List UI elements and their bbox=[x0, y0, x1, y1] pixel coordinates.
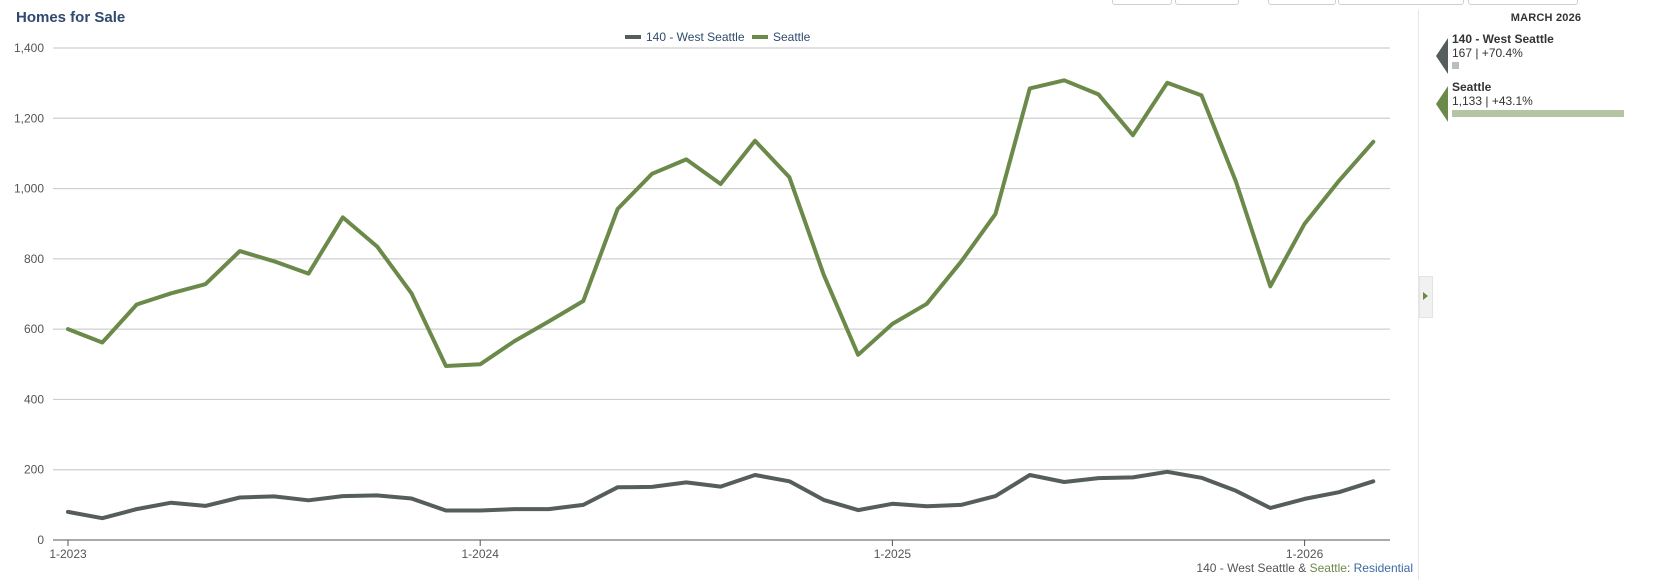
side-panel-month: MARCH 2026 bbox=[1510, 12, 1582, 24]
pointer-marker-icon bbox=[1436, 38, 1448, 74]
footer-ampersand: & bbox=[1294, 561, 1310, 575]
x-axis-ticks: 1-2023 1-2024 1-2025 1-2026 bbox=[49, 540, 1324, 561]
side-panel: MARCH 2026 140 - West Seattle 167 | +70.… bbox=[1436, 12, 1656, 126]
collapse-panel-button[interactable] bbox=[1419, 276, 1433, 318]
pointer-marker-icon bbox=[1436, 86, 1448, 122]
legend-label-west-seattle[interactable]: 140 - West Seattle bbox=[646, 30, 745, 44]
y-tick-label: 0 bbox=[37, 533, 44, 547]
side-entry-stat: 1,133 | +43.1% bbox=[1452, 94, 1533, 108]
x-tick-label: 1-2025 bbox=[874, 547, 912, 561]
caret-right-icon bbox=[1423, 292, 1428, 300]
top-tab-5[interactable] bbox=[1468, 0, 1578, 5]
y-tick-label: 1,000 bbox=[14, 182, 44, 196]
top-tab-1[interactable] bbox=[1112, 0, 1172, 5]
x-tick-label: 1-2024 bbox=[462, 547, 500, 561]
footer-property-type: Residential bbox=[1353, 561, 1413, 575]
legend-label-seattle[interactable]: Seattle bbox=[773, 30, 811, 44]
side-entry-stat: 167 | +70.4% bbox=[1452, 46, 1523, 60]
y-tick-label: 200 bbox=[24, 463, 44, 477]
grid-lines bbox=[53, 47, 1390, 471]
chart-title: Homes for Sale bbox=[16, 9, 126, 26]
side-entry-name: 140 - West Seattle bbox=[1452, 32, 1554, 46]
series-line-seattle[interactable] bbox=[66, 78, 1376, 368]
side-entry-west-seattle[interactable]: 140 - West Seattle 167 | +70.4% bbox=[1436, 32, 1656, 78]
y-tick-label: 1,200 bbox=[14, 111, 44, 125]
x-tick-label: 1-2026 bbox=[1286, 547, 1324, 561]
top-tab-4[interactable] bbox=[1338, 0, 1464, 5]
series-line-west-seattle[interactable] bbox=[66, 469, 1376, 521]
top-tab-3[interactable] bbox=[1268, 0, 1336, 5]
y-tick-label: 600 bbox=[24, 322, 44, 336]
side-entry-bar bbox=[1452, 110, 1624, 117]
side-entry-seattle[interactable]: Seattle 1,133 | +43.1% bbox=[1436, 80, 1656, 126]
chart-footer: 140 - West Seattle & Seattle: Residentia… bbox=[1120, 561, 1413, 575]
series-lines bbox=[66, 78, 1376, 521]
y-tick-label: 800 bbox=[24, 252, 44, 266]
y-tick-label: 1,400 bbox=[14, 41, 44, 55]
legend: 140 - West Seattle Seattle bbox=[625, 30, 811, 44]
side-entry-name: Seattle bbox=[1452, 80, 1492, 94]
footer-city: Seattle bbox=[1309, 561, 1347, 575]
footer-separator: : bbox=[1346, 561, 1354, 575]
x-tick-label: 1-2023 bbox=[49, 547, 87, 561]
panel-divider bbox=[1418, 10, 1419, 580]
y-axis-ticks: 0 200 400 600 800 1,000 1,200 1,400 bbox=[14, 41, 44, 547]
footer-area: 140 - West Seattle bbox=[1196, 561, 1295, 575]
top-tab-2[interactable] bbox=[1175, 0, 1239, 5]
side-entry-bar bbox=[1452, 62, 1459, 69]
y-tick-label: 400 bbox=[24, 392, 44, 406]
